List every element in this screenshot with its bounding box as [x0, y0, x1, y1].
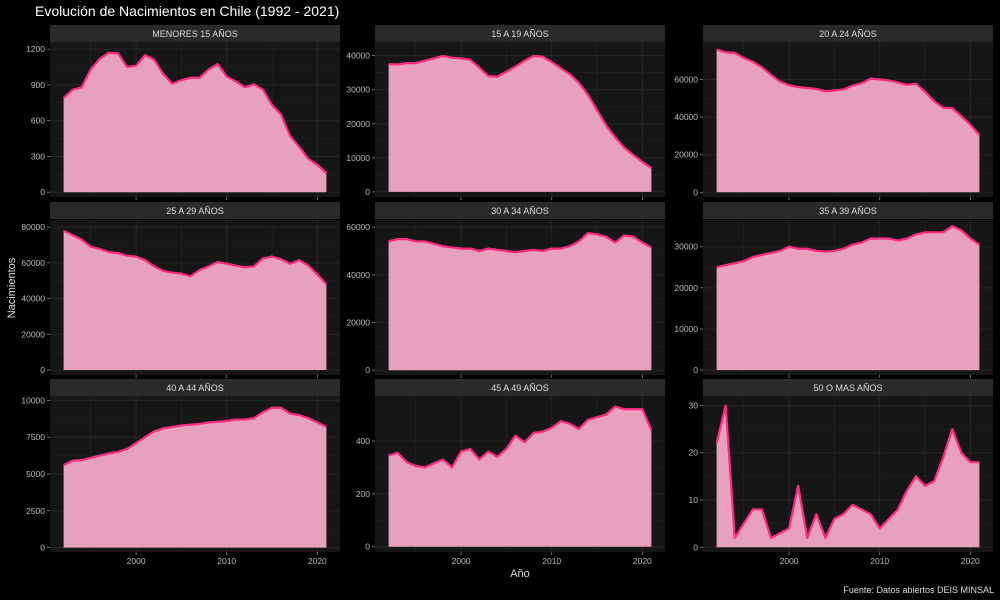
facet-strip-label: 20 A 24 AÑOS	[819, 29, 877, 39]
facet-strip-label: MENORES 15 AÑOS	[152, 29, 238, 39]
x-tick-label: 2000	[452, 556, 471, 566]
y-tick-label: 0	[693, 542, 698, 552]
source-caption: Fuente: Datos abiertos DEIS MINSAL	[843, 585, 994, 595]
facet-panel: 40 A 44 AÑOS 0 2500 5000 7500 10000 2000 2010 20…	[21, 379, 340, 566]
facet-panel: 15 A 19 AÑOS 0 10000 20000 30000 40000	[346, 25, 665, 200]
y-tick-label: 400	[356, 436, 370, 446]
y-tick-label: 20000	[674, 150, 698, 160]
facet-panel: 25 A 29 AÑOS 0 20000 40000 60000 80000	[21, 202, 340, 378]
x-tick-label: 2020	[961, 556, 980, 566]
y-tick-label: 30000	[346, 85, 370, 95]
series-line	[716, 48, 981, 136]
series-area	[388, 55, 652, 192]
facet-strip	[50, 379, 340, 396]
y-tick-label: 60000	[346, 222, 370, 232]
y-tick-label: 20000	[346, 119, 370, 129]
y-tick-label: 2500	[26, 506, 45, 516]
x-tick-label: 2000	[127, 556, 146, 566]
y-tick-label: 0	[693, 187, 698, 197]
y-tick-label: 80000	[21, 222, 45, 232]
y-tick-label: 0	[365, 542, 370, 552]
facet-strip-label: 25 A 29 AÑOS	[166, 206, 224, 216]
facet-panel: 45 A 49 AÑOS 0 200 400 2000 2010 2020	[356, 379, 665, 566]
chart-title: Evolución de Nacimientos en Chile (1992 …	[35, 3, 340, 19]
facet-strip	[375, 379, 665, 396]
facet-panel: MENORES 15 AÑOS 0 300 600 900 1200	[26, 25, 340, 200]
facet-strip-label: 45 A 49 AÑOS	[491, 383, 549, 393]
series-area	[716, 226, 980, 371]
y-tick-label: 60000	[674, 75, 698, 85]
facet-strip	[50, 25, 340, 42]
y-tick-label: 20000	[21, 329, 45, 339]
series-area	[63, 230, 327, 370]
y-tick-label: 0	[693, 365, 698, 375]
y-tick-label: 5000	[26, 469, 45, 479]
series-area	[716, 405, 980, 548]
y-tick-label: 30	[689, 400, 699, 410]
facet-panel: 30 A 34 AÑOS 0 20000 40000 60000	[346, 202, 665, 378]
facet-panel: 20 A 24 AÑOS 0 20000 40000 60000	[674, 25, 993, 200]
facet-strip	[375, 25, 665, 42]
y-tick-label: 900	[31, 80, 45, 90]
y-tick-label: 10000	[21, 395, 45, 405]
x-tick-label: 2010	[542, 556, 561, 566]
series-area	[63, 52, 327, 193]
x-tick-label: 2020	[308, 556, 327, 566]
y-tick-label: 0	[40, 187, 45, 197]
y-tick-label: 10	[689, 495, 699, 505]
y-tick-label: 20000	[346, 318, 370, 328]
series-line	[62, 51, 328, 174]
y-tick-label: 0	[40, 543, 45, 553]
facet-panel: 35 A 39 AÑOS 0 10000 20000 30000	[674, 202, 993, 378]
facet-strip-label: 30 A 34 AÑOS	[491, 206, 549, 216]
series-line	[388, 405, 653, 469]
series-line	[388, 54, 653, 169]
y-tick-label: 10000	[674, 324, 698, 334]
y-tick-label: 10000	[346, 153, 370, 163]
facet-strip-label: 35 A 39 AÑOS	[819, 206, 877, 216]
y-tick-label: 20000	[674, 283, 698, 293]
x-tick-label: 2020	[633, 556, 652, 566]
series-area	[63, 407, 327, 548]
y-tick-label: 40000	[21, 294, 45, 304]
x-axis-label: Año	[510, 568, 530, 580]
y-tick-label: 1200	[26, 44, 45, 54]
series-area	[388, 406, 652, 547]
y-tick-label: 0	[365, 365, 370, 375]
y-tick-label: 20	[689, 448, 699, 458]
y-tick-label: 40000	[346, 51, 370, 61]
series-line	[63, 406, 327, 467]
y-tick-label: 600	[31, 116, 45, 126]
y-tick-label: 0	[365, 187, 370, 197]
y-tick-label: 0	[40, 365, 45, 375]
facet-strip	[703, 202, 993, 219]
y-tick-label: 40000	[674, 112, 698, 122]
y-tick-label: 7500	[26, 432, 45, 442]
series-area	[388, 233, 652, 371]
series-line	[715, 404, 980, 539]
facet-strip	[703, 379, 993, 396]
y-tick-label: 300	[31, 151, 45, 161]
facet-panel: 50 O MAS AÑOS 0 10 20 30 2000 2010 2020	[689, 379, 993, 566]
facet-strip	[375, 202, 665, 219]
series-line	[388, 232, 652, 254]
x-tick-label: 2010	[217, 556, 236, 566]
facet-strip	[50, 202, 340, 219]
series-area	[716, 49, 980, 193]
facet-strip-label: 50 O MAS AÑOS	[813, 383, 882, 393]
facet-strip-label: 15 A 19 AÑOS	[491, 29, 549, 39]
x-tick-label: 2010	[870, 556, 889, 566]
y-tick-label: 30000	[674, 242, 698, 252]
y-tick-label: 60000	[21, 258, 45, 268]
facet-strip	[703, 25, 993, 42]
y-tick-label: 200	[356, 489, 370, 499]
series-line	[716, 225, 981, 269]
x-tick-label: 2000	[780, 556, 799, 566]
facet-strip-label: 40 A 44 AÑOS	[166, 383, 224, 393]
y-tick-label: 40000	[346, 270, 370, 280]
series-line	[63, 229, 328, 286]
